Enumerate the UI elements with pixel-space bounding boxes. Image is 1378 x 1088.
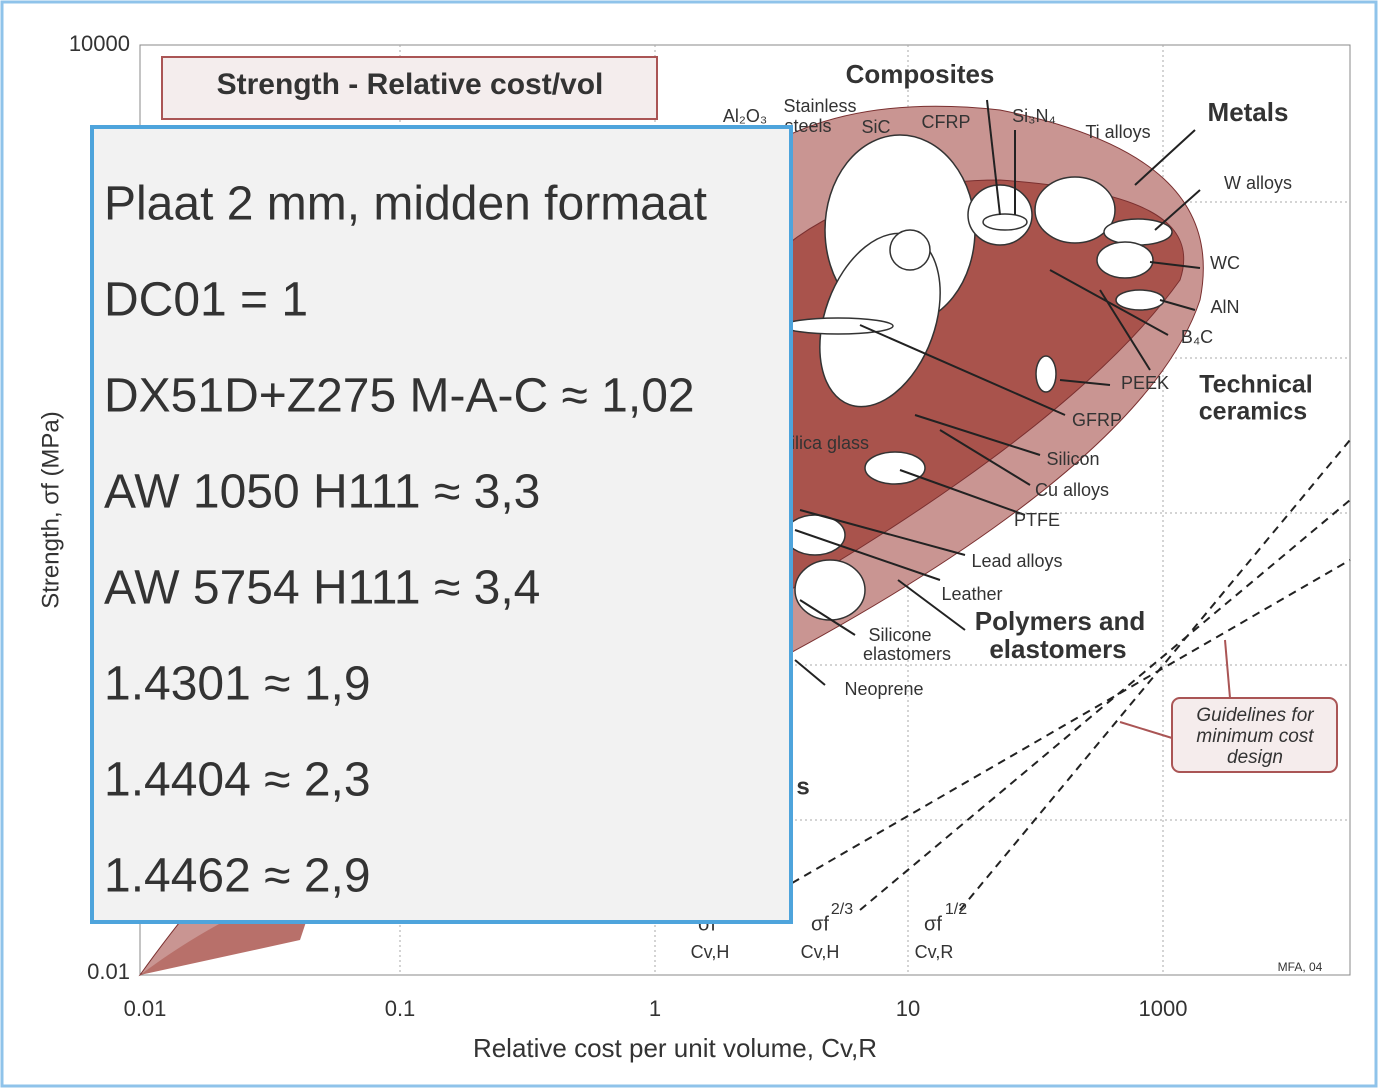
material-label: CFRP	[922, 112, 971, 132]
overlay-line: 1.4404 ≈ 2,3	[104, 754, 371, 807]
leader-lines	[794, 99, 1201, 686]
material-label: elastomers	[989, 634, 1126, 664]
material-label: Guidelines for	[1196, 705, 1314, 726]
material-label: Polymers and	[975, 606, 1146, 636]
x-tick-label: 10	[896, 996, 920, 1021]
guideline-label: Cv,H	[801, 942, 840, 962]
overlay-line: 1.4462 ≈ 2,9	[104, 850, 371, 903]
overlay-line: AW 5754 H111 ≈ 3,4	[104, 562, 540, 615]
overlay-line: DX51D+Z275 M-A-C ≈ 1,02	[104, 370, 695, 423]
y-tick-label: 0.01	[87, 959, 130, 984]
material-label: Cu alloys	[1035, 480, 1109, 500]
guideline-label: 1/2	[945, 901, 967, 918]
guideline-label: Cv,H	[691, 942, 730, 962]
x-tick-label: 0.01	[124, 996, 167, 1021]
material-label: Al₂O₃	[723, 106, 767, 126]
guidelines	[779, 439, 1351, 911]
material-label: Leather	[941, 584, 1002, 604]
material-label: Silicone	[868, 625, 931, 645]
y-tick-label: 10000	[69, 31, 130, 56]
material-label: ilica glass	[791, 433, 869, 453]
material-label: PEEK	[1121, 373, 1169, 393]
material-label: Silicon	[1046, 449, 1099, 469]
material-label: AlN	[1210, 297, 1239, 317]
chart-title: Strength - Relative cost/vol	[217, 68, 604, 101]
material-label: Lead alloys	[971, 551, 1062, 571]
overlay-line: Plaat 2 mm, midden formaat	[104, 178, 707, 231]
overlay-box: Plaat 2 mm, midden formaat DC01 = 1 DX51D+…	[90, 125, 793, 924]
overlay-line: DC01 = 1	[104, 274, 308, 327]
material-label: GFRP	[1072, 410, 1122, 430]
material-label: ceramics	[1199, 398, 1307, 426]
material-label: Ti alloys	[1085, 122, 1150, 142]
material-label: Metals	[1208, 97, 1289, 127]
x-tick-label: 1000	[1139, 996, 1188, 1021]
material-label: WC	[1210, 253, 1240, 273]
x-tick-label: 1	[649, 996, 661, 1021]
guideline-label: Cv,R	[915, 942, 954, 962]
y-axis-label: Strength, σf (MPa)	[37, 411, 64, 609]
material-label: SiC	[861, 117, 890, 137]
material-label: steels	[784, 116, 831, 136]
guideline-callout	[1171, 697, 1338, 773]
material-label: MFA, 04	[1278, 960, 1323, 974]
chart-title-box	[161, 56, 658, 120]
guideline-label: σf	[924, 913, 942, 935]
material-label: B₄C	[1181, 327, 1213, 347]
guideline-label: σf	[811, 913, 829, 935]
overlay-line: 1.4301 ≈ 1,9	[104, 658, 371, 711]
material-label: elastomers	[863, 644, 951, 664]
material-label: s	[796, 773, 809, 800]
x-axis-label: Relative cost per unit volume, Cv,R	[473, 1033, 877, 1063]
x-tick-label: 0.1	[385, 996, 416, 1021]
overlay-rect	[90, 125, 793, 924]
material-label: Neoprene	[844, 679, 923, 699]
material-label: design	[1227, 747, 1283, 768]
material-label: Composites	[846, 59, 995, 89]
material-label: minimum cost	[1196, 726, 1314, 747]
guideline-label: 2/3	[831, 901, 853, 918]
material-label: PTFE	[1014, 510, 1060, 530]
material-label: W alloys	[1224, 173, 1292, 193]
overlay-line: AW 1050 H111 ≈ 3,3	[104, 466, 540, 519]
material-label: Stainless	[783, 96, 856, 116]
material-label: Si₃N₄	[1012, 106, 1056, 126]
material-label: Technical	[1199, 371, 1312, 399]
